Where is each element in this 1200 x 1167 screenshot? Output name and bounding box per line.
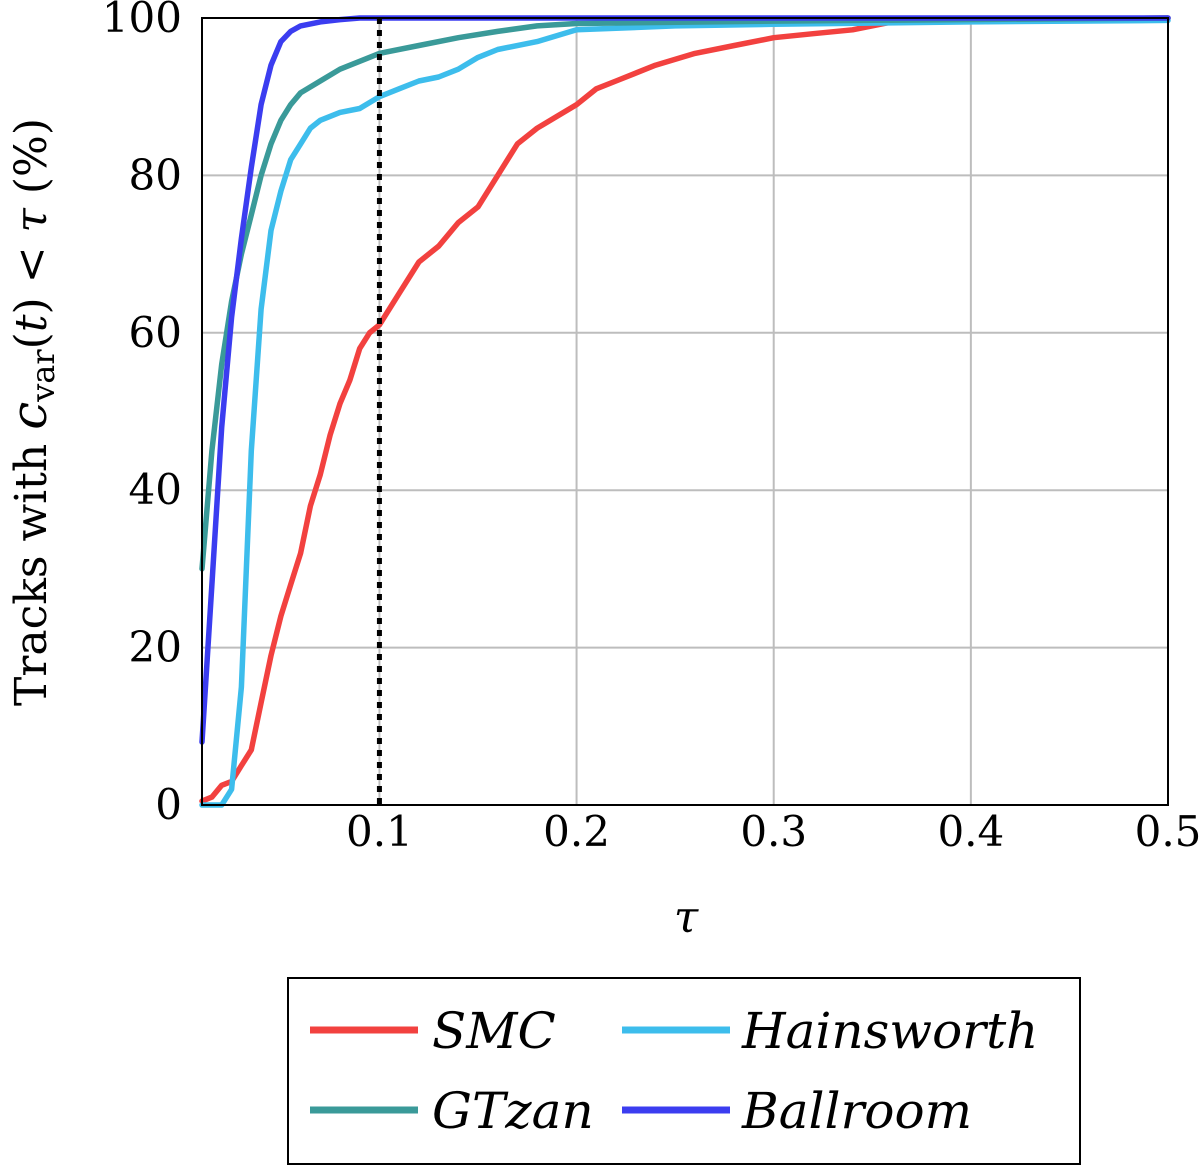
x-tick-labels: 0.1 0.2 0.3 0.4 0.5 xyxy=(346,807,1200,856)
x-axis-label: τ xyxy=(674,892,699,943)
legend: SMC Hainsworth GTzan Ballroom xyxy=(287,977,1081,1165)
series-line-ballroom xyxy=(199,15,1171,745)
series-layer xyxy=(199,15,1171,808)
series-line-hainsworth xyxy=(199,17,1171,808)
legend-item-hainsworth: Hainsworth xyxy=(622,1002,1038,1060)
legend-item-smc: SMC xyxy=(310,1002,556,1060)
x-tick-label: 0.2 xyxy=(543,807,610,856)
y-tick-label: 80 xyxy=(129,150,182,199)
x-tick-label: 0.3 xyxy=(740,807,807,856)
plot-frame xyxy=(201,17,1169,806)
legend-box xyxy=(287,977,1081,1165)
series-line-smc xyxy=(199,15,1171,804)
y-tick-label: 0 xyxy=(155,780,182,829)
x-tick-label: 0.4 xyxy=(937,807,1004,856)
legend-label-hainsworth: Hainsworth xyxy=(741,1002,1038,1060)
y-axis-label: Tracks with cvar(t) < τ (%) xyxy=(0,118,62,706)
x-tick-label: 0.1 xyxy=(346,807,413,856)
y-tick-label: 60 xyxy=(129,308,182,357)
y-tick-label: 40 xyxy=(129,465,182,514)
legend-label-smc: SMC xyxy=(432,1002,556,1060)
y-tick-label: 100 xyxy=(102,0,182,42)
legend-label-gtzan: GTzan xyxy=(432,1082,594,1140)
grid xyxy=(202,17,1169,806)
y-tick-label: 20 xyxy=(129,623,182,672)
legend-item-ballroom: Ballroom xyxy=(622,1082,972,1140)
y-tick-labels: 0 20 40 60 80 100 xyxy=(102,0,182,829)
legend-label-ballroom: Ballroom xyxy=(741,1082,972,1140)
x-tick-label: 0.5 xyxy=(1135,807,1200,856)
series-line-gtzan xyxy=(199,15,1171,572)
legend-item-gtzan: GTzan xyxy=(310,1082,594,1140)
